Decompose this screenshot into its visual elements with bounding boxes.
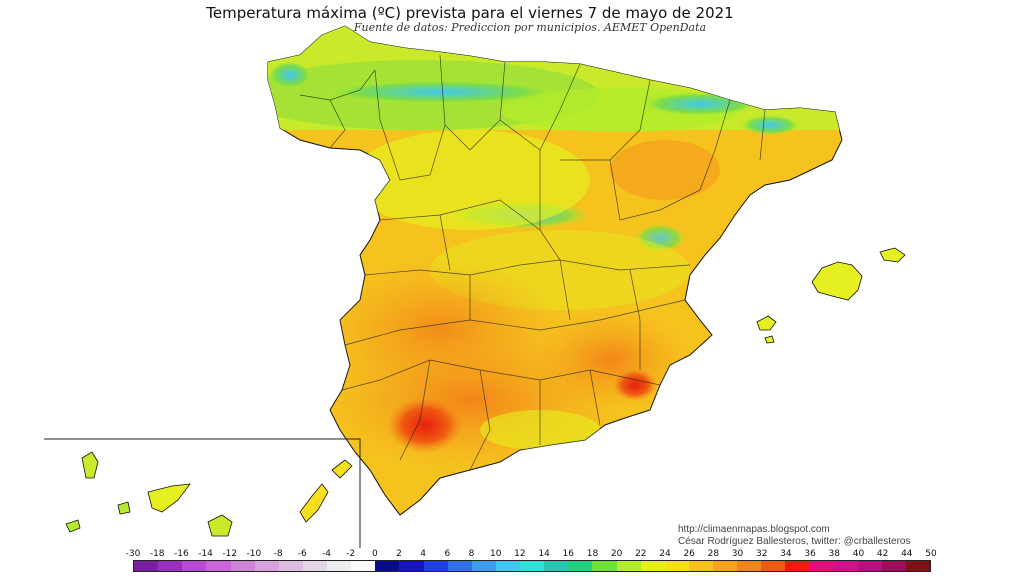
legend-swatch	[158, 561, 183, 571]
legend-swatch	[495, 561, 520, 571]
legend-label: 32	[755, 549, 768, 559]
legend-label: -10	[246, 549, 262, 559]
legend-label: -30	[125, 549, 141, 559]
legend-swatch	[544, 561, 569, 571]
legend-label: 24	[659, 549, 671, 559]
legend-label: 20	[610, 549, 623, 559]
legend-swatch	[278, 561, 303, 571]
legend-label: 8	[468, 549, 475, 559]
legend-swatch	[592, 561, 617, 571]
legend-label: 30	[731, 549, 744, 559]
credit-author: César Rodríguez Ballesteros, twitter: @c…	[678, 536, 911, 547]
balearic-islands	[756, 247, 906, 344]
legend-label: 26	[683, 549, 695, 559]
canary-inset	[44, 438, 361, 548]
color-legend	[133, 560, 931, 572]
legend-label: 22	[635, 549, 647, 559]
legend-swatch	[664, 561, 689, 571]
legend-label: 36	[804, 549, 816, 559]
legend-label: -12	[222, 549, 238, 559]
peninsula-shape	[267, 25, 843, 516]
map-subtitle: Fuente de datos: Prediccion por municipi…	[353, 21, 707, 34]
legend-swatch	[327, 561, 352, 571]
legend-swatch	[881, 561, 906, 571]
legend-label: 14	[538, 549, 550, 559]
legend-label: -2	[346, 549, 356, 559]
legend-swatch	[351, 561, 376, 571]
legend-label: -4	[321, 549, 331, 559]
legend-label: 40	[852, 549, 865, 559]
legend-swatch	[254, 561, 279, 571]
legend-label: 2	[396, 549, 402, 559]
legend-label: 38	[828, 549, 840, 559]
legend-label: -6	[297, 549, 307, 559]
legend-label: 28	[707, 549, 720, 559]
legend-swatch	[857, 561, 882, 571]
legend-label: 10	[489, 549, 502, 559]
legend-swatch	[375, 561, 400, 571]
legend-label: -8	[273, 549, 283, 559]
legend-label: 50	[925, 549, 937, 559]
legend-label: -16	[174, 549, 189, 559]
legend-swatch	[302, 561, 327, 571]
legend-swatch	[906, 561, 931, 571]
legend-label: 4	[420, 549, 427, 559]
credit-url: http://climaenmapas.blogspot.com	[678, 524, 830, 535]
legend-label: 6	[444, 549, 451, 559]
legend-swatch	[520, 561, 545, 571]
legend-swatch	[134, 561, 159, 571]
legend-label: -14	[198, 549, 213, 559]
legend-label: 44	[901, 549, 913, 559]
legend-label: 42	[876, 549, 889, 559]
legend-swatch	[761, 561, 786, 571]
legend-label: 18	[586, 549, 599, 559]
legend-label: 12	[514, 549, 526, 559]
legend-label: 34	[780, 549, 792, 559]
legend-swatch	[568, 561, 593, 571]
legend-label: 0	[371, 549, 378, 559]
legend-swatch	[640, 561, 665, 571]
legend-swatch	[809, 561, 834, 571]
legend-swatch	[182, 561, 207, 571]
legend-swatch	[399, 561, 424, 571]
legend-swatch	[471, 561, 496, 571]
province-borders	[299, 54, 766, 471]
legend-swatch	[447, 561, 472, 571]
legend-swatch	[737, 561, 762, 571]
legend-label: -18	[149, 549, 165, 559]
legend-swatch	[206, 561, 231, 571]
legend-swatch	[423, 561, 448, 571]
legend-swatch	[833, 561, 858, 571]
legend-swatch	[713, 561, 738, 571]
legend-label: 16	[562, 549, 574, 559]
legend-swatch	[785, 561, 810, 571]
legend-swatch	[616, 561, 641, 571]
legend-swatch	[688, 561, 713, 571]
legend-swatch	[230, 561, 255, 571]
legend-labels: -30 -18 -16 -14 -12 -10 -8 -6 -4 -2 0 2 4 6 8 10 12 14 16 1…	[0, 549, 1024, 561]
map-title: Temperatura máxima (ºC) prevista para el…	[206, 4, 734, 22]
